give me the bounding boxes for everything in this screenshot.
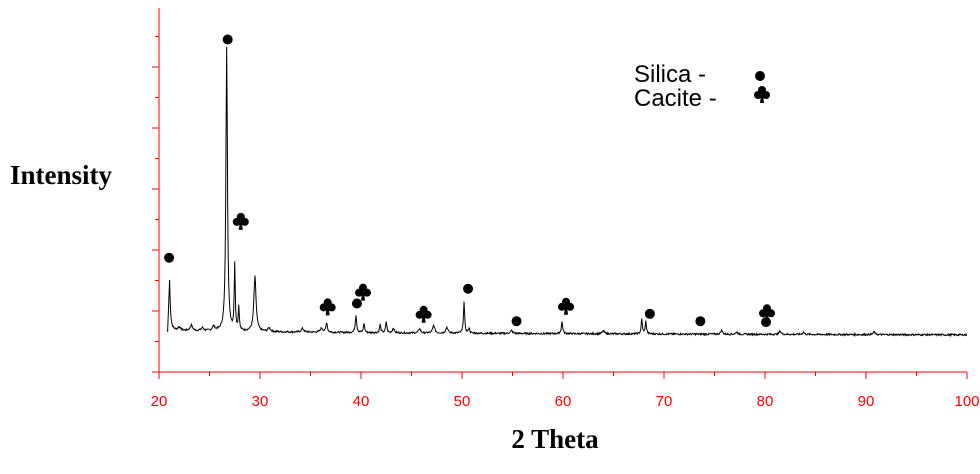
club-lobe bbox=[240, 217, 249, 226]
club-lobe bbox=[319, 303, 328, 312]
x-tick-label: 80 bbox=[757, 393, 774, 410]
legend-calcite-marker bbox=[754, 86, 770, 103]
legend-entry-calcite: Cacite - bbox=[634, 86, 717, 112]
silica-marker bbox=[644, 308, 655, 319]
x-tick-label: 50 bbox=[454, 393, 471, 410]
x-tick-label: 70 bbox=[656, 393, 673, 410]
club-stem bbox=[361, 292, 366, 301]
club-lobe bbox=[355, 288, 364, 297]
x-tick-label: 60 bbox=[555, 393, 572, 410]
club-stem bbox=[325, 307, 330, 316]
silica-marker bbox=[511, 316, 522, 327]
silica-marker bbox=[761, 317, 772, 328]
club-stem bbox=[564, 306, 569, 315]
calcite-marker bbox=[232, 212, 249, 230]
x-tick-labels: 20 30 40 50 60 70 80 90 100 bbox=[151, 393, 980, 410]
silica-marker bbox=[695, 316, 706, 327]
calcite-marker bbox=[759, 304, 776, 322]
peak-markers bbox=[164, 34, 776, 328]
x-tick-label: 30 bbox=[252, 393, 269, 410]
calcite-marker bbox=[558, 297, 575, 315]
club-lobe bbox=[415, 310, 424, 319]
club-lobe bbox=[363, 288, 372, 297]
club-stem bbox=[238, 221, 243, 230]
diffraction-pattern-line bbox=[167, 46, 968, 338]
club-lobe bbox=[762, 91, 770, 99]
legend-entry-silica: Silica - bbox=[634, 62, 706, 88]
silica-marker bbox=[351, 298, 362, 309]
silica-marker bbox=[222, 34, 233, 45]
x-tick-label: 40 bbox=[353, 393, 370, 410]
silica-marker bbox=[164, 252, 175, 263]
x-axis-label: 2 Theta bbox=[511, 424, 599, 454]
club-lobe bbox=[767, 309, 776, 318]
x-tick-label: 20 bbox=[151, 393, 168, 410]
club-lobe bbox=[558, 302, 567, 311]
club-stem bbox=[421, 314, 426, 323]
axes bbox=[152, 8, 968, 379]
x-tick-label: 90 bbox=[858, 393, 875, 410]
club-lobe bbox=[754, 91, 762, 99]
legend-label-silica: Silica - bbox=[634, 61, 707, 88]
calcite-marker bbox=[319, 298, 336, 316]
legend-label-calcite: Cacite - bbox=[634, 85, 717, 112]
club-lobe bbox=[327, 303, 336, 312]
y-axis-label: Intensity bbox=[10, 160, 113, 190]
club-lobe bbox=[759, 309, 768, 318]
legend-silica-marker bbox=[755, 71, 765, 81]
club-lobe bbox=[566, 302, 575, 311]
calcite-marker bbox=[355, 283, 372, 301]
silica-marker bbox=[463, 283, 474, 294]
club-stem bbox=[760, 95, 764, 103]
club-lobe bbox=[423, 310, 432, 319]
calcite-marker bbox=[415, 305, 432, 323]
club-lobe bbox=[232, 217, 241, 226]
x-tick-label: 100 bbox=[954, 393, 979, 410]
